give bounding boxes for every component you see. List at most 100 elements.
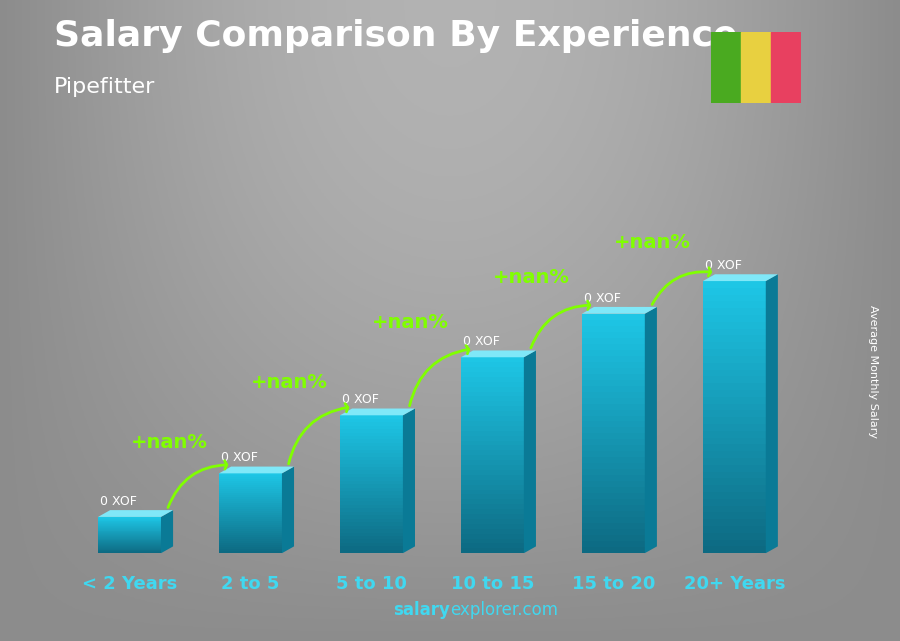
Polygon shape (461, 475, 524, 479)
Polygon shape (703, 540, 766, 546)
Polygon shape (219, 489, 282, 492)
Polygon shape (340, 450, 403, 453)
Text: 0 XOF: 0 XOF (342, 394, 379, 406)
Polygon shape (340, 446, 403, 450)
Polygon shape (703, 512, 766, 519)
Polygon shape (582, 356, 644, 362)
Polygon shape (461, 351, 536, 357)
Polygon shape (340, 529, 403, 533)
Polygon shape (461, 544, 524, 548)
Polygon shape (219, 478, 282, 479)
Polygon shape (461, 514, 524, 519)
Polygon shape (703, 329, 766, 335)
Bar (741, 32, 771, 103)
Polygon shape (582, 367, 644, 374)
Polygon shape (98, 520, 161, 521)
Polygon shape (461, 401, 524, 406)
Polygon shape (340, 508, 403, 512)
Polygon shape (703, 526, 766, 533)
Polygon shape (461, 406, 524, 411)
Polygon shape (340, 456, 403, 460)
Polygon shape (582, 331, 644, 338)
Polygon shape (582, 517, 644, 523)
Polygon shape (340, 512, 403, 515)
Polygon shape (582, 529, 644, 535)
Text: 0 XOF: 0 XOF (706, 259, 742, 272)
Polygon shape (703, 404, 766, 410)
Polygon shape (340, 543, 403, 546)
Polygon shape (766, 274, 778, 553)
Polygon shape (219, 521, 282, 523)
Polygon shape (461, 357, 524, 362)
Polygon shape (582, 541, 644, 547)
Text: +nan%: +nan% (373, 313, 449, 332)
Polygon shape (703, 499, 766, 506)
Polygon shape (461, 382, 524, 387)
Polygon shape (582, 440, 644, 445)
Polygon shape (703, 417, 766, 424)
Text: 0 XOF: 0 XOF (464, 335, 500, 348)
Polygon shape (703, 458, 766, 465)
Text: +nan%: +nan% (130, 433, 207, 452)
Polygon shape (98, 538, 161, 540)
Polygon shape (703, 390, 766, 397)
Polygon shape (219, 479, 282, 481)
Polygon shape (98, 518, 161, 519)
Polygon shape (461, 494, 524, 499)
Polygon shape (703, 281, 766, 288)
Text: explorer.com: explorer.com (450, 601, 558, 619)
Polygon shape (340, 519, 403, 522)
Polygon shape (282, 467, 294, 553)
Polygon shape (582, 433, 644, 440)
Polygon shape (703, 342, 766, 349)
Polygon shape (582, 523, 644, 529)
Polygon shape (340, 419, 403, 422)
Polygon shape (703, 274, 778, 281)
Bar (771, 32, 801, 103)
Polygon shape (582, 547, 644, 553)
Polygon shape (340, 526, 403, 529)
Polygon shape (98, 527, 161, 528)
Polygon shape (98, 549, 161, 551)
Polygon shape (98, 521, 161, 522)
Polygon shape (582, 379, 644, 386)
Polygon shape (703, 438, 766, 444)
Polygon shape (98, 529, 161, 531)
Polygon shape (219, 492, 282, 494)
Polygon shape (524, 351, 536, 553)
Polygon shape (703, 349, 766, 356)
Text: 0 XOF: 0 XOF (101, 495, 138, 508)
Polygon shape (340, 422, 403, 426)
Polygon shape (98, 537, 161, 538)
Polygon shape (219, 523, 282, 525)
Polygon shape (582, 535, 644, 541)
Polygon shape (461, 548, 524, 553)
Polygon shape (219, 510, 282, 512)
Polygon shape (703, 363, 766, 369)
Polygon shape (461, 499, 524, 504)
Polygon shape (703, 301, 766, 308)
Polygon shape (98, 531, 161, 532)
Polygon shape (582, 458, 644, 463)
Polygon shape (582, 445, 644, 451)
Polygon shape (582, 404, 644, 410)
Polygon shape (582, 362, 644, 367)
Polygon shape (703, 451, 766, 458)
Polygon shape (703, 506, 766, 512)
Polygon shape (582, 344, 644, 349)
Polygon shape (219, 543, 282, 545)
Polygon shape (461, 396, 524, 401)
Polygon shape (340, 443, 403, 446)
Polygon shape (340, 550, 403, 553)
Polygon shape (98, 547, 161, 548)
Polygon shape (582, 386, 644, 392)
Polygon shape (340, 467, 403, 470)
Polygon shape (582, 476, 644, 481)
Polygon shape (340, 495, 403, 498)
Polygon shape (98, 543, 161, 544)
Polygon shape (340, 481, 403, 484)
Polygon shape (219, 535, 282, 537)
Polygon shape (461, 455, 524, 460)
Polygon shape (582, 320, 644, 326)
Polygon shape (219, 505, 282, 507)
